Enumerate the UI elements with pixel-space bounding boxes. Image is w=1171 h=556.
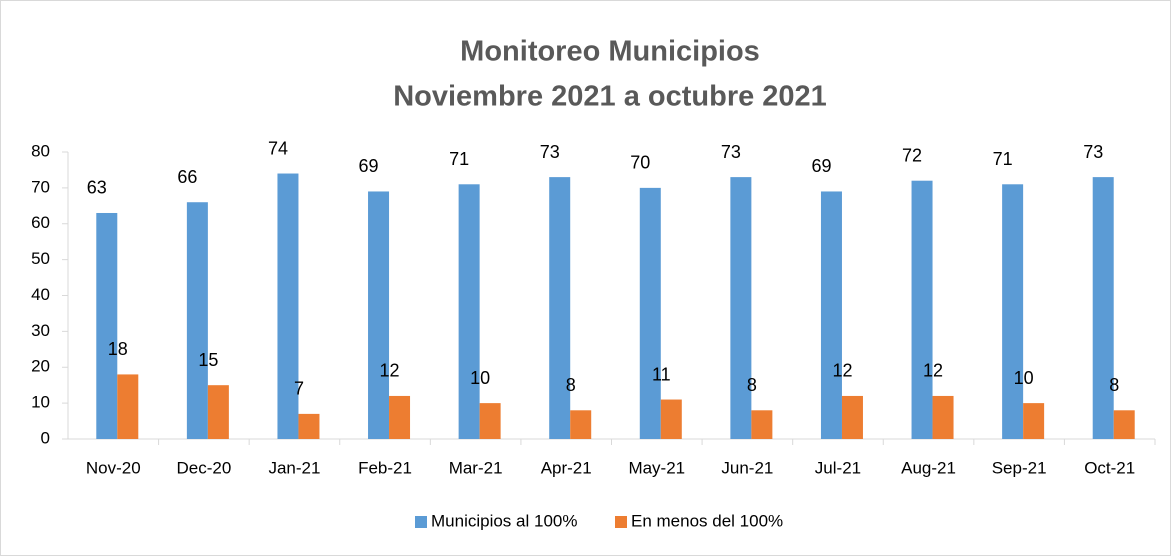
legend-swatch	[415, 516, 427, 528]
y-tick-label: 60	[31, 213, 50, 232]
bar	[932, 395, 954, 439]
bar	[368, 191, 390, 439]
x-tick-label: Dec-20	[176, 458, 231, 477]
bar	[479, 403, 501, 439]
y-tick-label: 10	[31, 393, 50, 412]
bar	[751, 410, 773, 439]
value-label: 8	[1109, 375, 1119, 395]
value-label: 71	[993, 149, 1013, 169]
value-label: 8	[747, 375, 757, 395]
bar	[820, 191, 842, 439]
chart-title: Monitoreo Municipios	[460, 36, 760, 68]
bar	[1113, 410, 1135, 439]
value-label: 63	[87, 178, 107, 198]
bar	[186, 202, 208, 439]
x-tick-label: Jan-21	[268, 458, 320, 477]
y-tick-label: 70	[31, 177, 50, 196]
value-label: 72	[902, 145, 922, 165]
value-label: 10	[1014, 368, 1034, 388]
value-label: 12	[832, 361, 852, 381]
bar	[841, 395, 863, 439]
x-tick-label: Jul-21	[815, 458, 861, 477]
bar	[911, 180, 933, 439]
bar	[660, 399, 682, 439]
bar	[117, 374, 139, 439]
value-label: 12	[923, 361, 943, 381]
bar	[1002, 184, 1024, 439]
value-label: 11	[652, 364, 671, 384]
x-tick-label: Sep-21	[992, 458, 1047, 477]
value-label: 69	[811, 156, 831, 176]
value-label: 66	[177, 167, 197, 187]
bar	[730, 177, 752, 440]
value-label: 7	[294, 379, 304, 399]
y-tick-label: 20	[31, 357, 50, 376]
chart-subtitle: Noviembre 2021 a octubre 2021	[393, 81, 827, 113]
value-label: 71	[449, 149, 469, 169]
bar	[1092, 177, 1114, 440]
y-tick-label: 0	[41, 428, 50, 447]
value-label: 15	[198, 350, 218, 370]
value-label: 74	[268, 138, 288, 158]
value-label: 8	[566, 375, 576, 395]
y-tick-label: 50	[31, 249, 50, 268]
bar	[298, 413, 320, 439]
x-tick-label: Mar-21	[449, 458, 503, 477]
legend-label: Municipios al 100%	[431, 511, 577, 530]
value-label: 69	[359, 156, 379, 176]
bar	[639, 187, 661, 439]
y-tick-label: 80	[31, 141, 50, 160]
x-tick-label: Apr-21	[541, 458, 592, 477]
value-label: 73	[721, 142, 741, 162]
value-label: 70	[630, 153, 650, 173]
x-tick-label: Oct-21	[1084, 458, 1135, 477]
value-label: 10	[470, 368, 490, 388]
value-label: 12	[380, 361, 400, 381]
x-tick-label: Feb-21	[358, 458, 412, 477]
value-label: 73	[540, 142, 560, 162]
x-tick-label: May-21	[628, 458, 685, 477]
bar	[570, 410, 592, 439]
bar	[549, 177, 571, 440]
bar	[96, 212, 118, 439]
value-label: 73	[1083, 142, 1103, 162]
x-tick-label: Nov-20	[86, 458, 141, 477]
y-tick-label: 40	[31, 285, 50, 304]
legend-swatch	[615, 516, 627, 528]
y-tick-label: 30	[31, 321, 50, 340]
bar	[207, 385, 229, 439]
value-label: 18	[108, 339, 128, 359]
bar	[1023, 403, 1045, 439]
bar	[277, 173, 299, 439]
x-tick-label: Aug-21	[901, 458, 956, 477]
x-tick-label: Jun-21	[721, 458, 773, 477]
bar	[458, 184, 480, 439]
legend-label: En menos del 100%	[631, 511, 783, 530]
bar	[389, 395, 411, 439]
